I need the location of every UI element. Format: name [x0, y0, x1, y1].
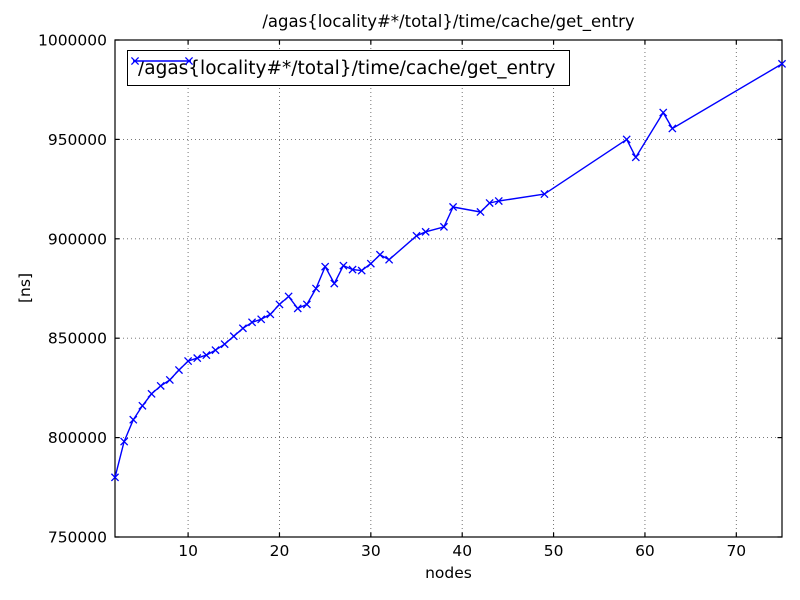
data-point-marker: [202, 351, 211, 360]
data-point-marker: [330, 279, 339, 288]
data-point-marker: [247, 318, 257, 327]
plot-border: [114, 39, 783, 538]
legend-sample-marker: [184, 56, 194, 66]
data-point-marker: [357, 266, 366, 275]
data-point-marker: [321, 262, 330, 271]
data-point-marker: [184, 357, 193, 366]
data-point-marker: [439, 222, 448, 231]
data-point-marker: [339, 261, 348, 270]
data-point-marker: [385, 255, 394, 264]
data-point-marker: [631, 153, 640, 162]
data-point-marker: [366, 259, 375, 268]
x-tick-label: 50: [544, 542, 564, 560]
y-tick-label: 850000: [48, 330, 107, 348]
data-point-marker: [293, 304, 302, 313]
data-point-marker: [659, 108, 668, 117]
data-point-marker: [421, 227, 430, 236]
chart-title: /agas{locality#*/total}/time/cache/get_e…: [262, 12, 635, 31]
data-point-marker: [193, 354, 202, 363]
y-axis-label: [ns]: [16, 273, 34, 303]
x-tick-label: 60: [635, 542, 655, 560]
y-tick-label: 800000: [48, 429, 107, 447]
data-point-marker: [211, 346, 220, 355]
data-point-marker: [257, 315, 266, 324]
x-tick-label: 10: [178, 542, 198, 560]
data-point-marker: [777, 59, 787, 68]
x-tick-label: 20: [270, 542, 290, 560]
data-point-marker: [485, 198, 494, 208]
plot-line: [114, 63, 783, 478]
x-tick-label: 30: [361, 542, 381, 560]
data-point-marker: [311, 284, 321, 293]
legend-line-sample: [130, 56, 194, 66]
data-point-marker: [229, 332, 238, 341]
data-point-marker: [120, 437, 129, 446]
data-point-marker: [165, 375, 174, 385]
y-tick-label: 1000000: [38, 32, 107, 50]
data-point-marker: [449, 202, 458, 212]
data-point-marker: [476, 207, 485, 217]
data-point-marker: [275, 300, 284, 309]
data-point-marker: [284, 292, 293, 301]
data-point-marker: [110, 473, 120, 482]
data-point-marker: [412, 231, 421, 240]
data-point-marker: [266, 310, 275, 319]
y-tick-label: 950000: [48, 131, 107, 149]
data-point-marker: [668, 124, 677, 133]
data-point-marker: [138, 401, 147, 410]
legend-label: /agas{locality#*/total}/time/cache/get_e…: [138, 57, 556, 79]
data-point-marker: [375, 250, 385, 259]
data-point-marker: [156, 381, 165, 390]
data-point-marker: [302, 300, 311, 309]
legend: /agas{locality#*/total}/time/cache/get_e…: [127, 50, 571, 86]
data-point-marker: [540, 190, 549, 199]
x-tick-label: 40: [452, 542, 472, 560]
data-point-marker: [220, 340, 229, 349]
data-point-marker: [348, 265, 357, 274]
y-tick-label: 750000: [48, 529, 107, 547]
legend-sample-marker: [130, 56, 140, 66]
x-axis-label: nodes: [425, 564, 472, 582]
data-point-marker: [622, 135, 631, 144]
data-point-marker: [174, 365, 184, 375]
data-point-marker: [129, 415, 138, 424]
data-point-marker: [238, 324, 247, 333]
y-tick-label: 900000: [48, 230, 107, 248]
x-tick-label: 70: [726, 542, 746, 560]
data-point-marker: [147, 389, 156, 398]
data-point-marker: [494, 196, 503, 206]
